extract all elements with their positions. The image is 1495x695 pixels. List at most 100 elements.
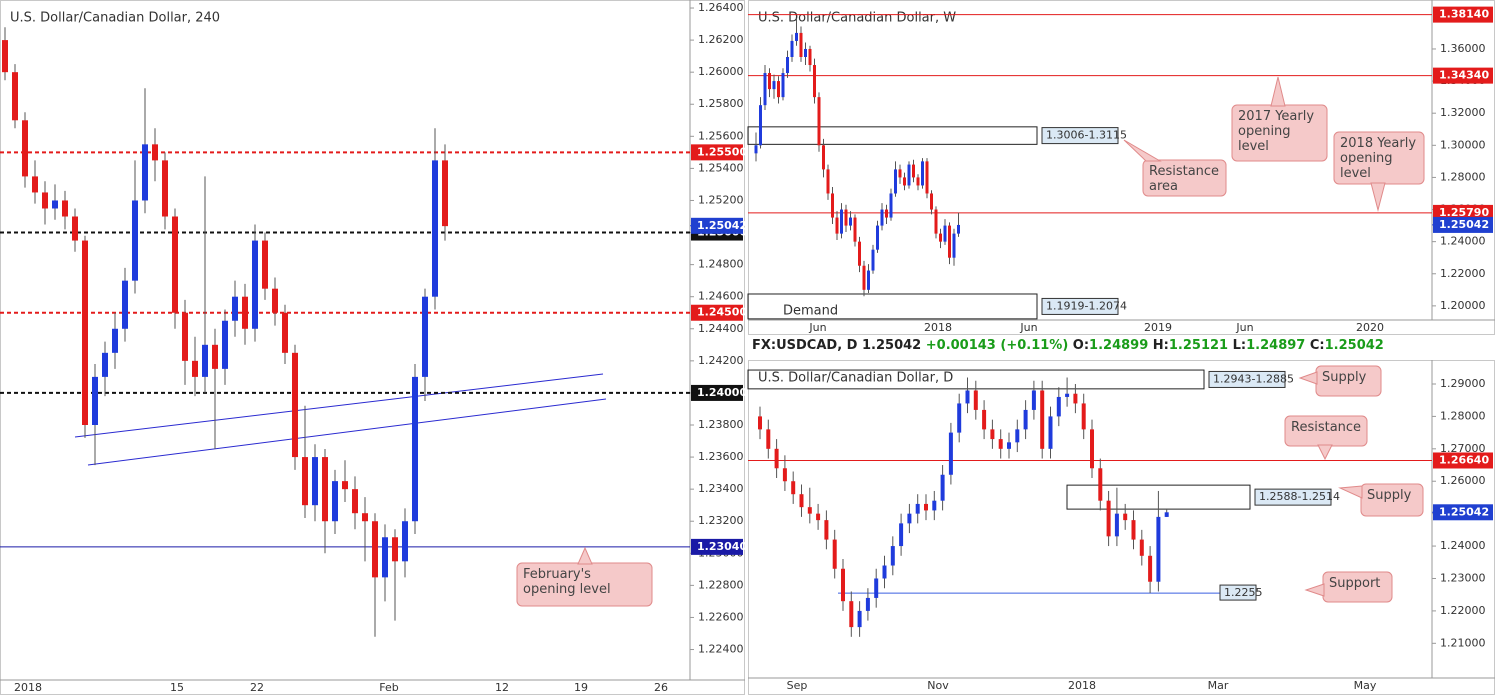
y-tick-label: 1.26000 — [698, 65, 744, 78]
zone-label: 1.3006-1.3115 — [1046, 129, 1127, 142]
level-label-box — [1219, 584, 1257, 601]
zone — [747, 126, 1038, 145]
y-tick-label: 1.24000 — [1440, 235, 1486, 248]
candle-body — [882, 565, 887, 579]
x-tick-label: Mar — [1208, 679, 1229, 692]
candle-body — [940, 474, 945, 501]
y-tick-label: 1.36000 — [1440, 42, 1486, 55]
level-badge — [691, 144, 743, 161]
open: 1.24899 — [1089, 338, 1149, 353]
price: 1.25042 — [862, 338, 922, 353]
candle-body — [912, 164, 915, 178]
callout-pointer — [1338, 485, 1363, 499]
candle-body — [42, 192, 48, 209]
callout-pointer — [577, 546, 593, 565]
candle-body — [934, 209, 938, 234]
candle-body — [412, 376, 418, 522]
candle-body — [1114, 513, 1119, 537]
symbol: FX:USDCAD, D — [752, 338, 858, 353]
candle-body — [362, 513, 368, 522]
candle-body — [822, 145, 825, 170]
y-tick-label: 1.27000 — [1440, 442, 1486, 455]
candle-body — [858, 241, 861, 266]
y-tick-label: 1.26400 — [698, 1, 744, 14]
y-tick-label: 1.22400 — [698, 643, 744, 656]
candle-body — [831, 193, 834, 218]
candle-body — [885, 209, 888, 218]
candle-body — [804, 48, 807, 57]
candle-body — [824, 520, 829, 540]
x-tick-label: Nov — [927, 679, 949, 692]
y-tick-label: 1.26200 — [698, 33, 744, 46]
zone-label: 1.2588-1.2514 — [1259, 490, 1340, 503]
candle-body — [1015, 429, 1020, 443]
candle-body — [1164, 512, 1169, 517]
candle-body — [816, 513, 821, 521]
x-tick-label: Sep — [787, 679, 808, 692]
candle-body — [930, 193, 933, 210]
candle-body — [907, 164, 911, 186]
candle-body — [82, 240, 88, 425]
candle-body — [282, 312, 288, 353]
chart-title: U.S. Dollar/Canadian Dollar, D — [758, 371, 953, 386]
candle-body — [754, 145, 758, 154]
candle-body — [853, 217, 857, 242]
x-tick-label: 22 — [250, 681, 264, 694]
candle-body — [162, 160, 168, 217]
candle-body — [939, 233, 942, 242]
high-label: H: — [1152, 338, 1169, 353]
x-tick-label: 2019 — [1144, 321, 1172, 334]
panel — [748, 360, 1495, 695]
candle-body — [874, 578, 879, 598]
candle-body — [759, 105, 762, 146]
candle-body — [924, 503, 928, 511]
candle-body — [849, 601, 854, 628]
candle-body — [799, 494, 804, 508]
candle-body — [841, 568, 845, 602]
y-tick-label: 1.24200 — [698, 354, 744, 367]
callout-pointer — [1370, 182, 1386, 212]
y-tick-label: 1.23200 — [698, 514, 744, 527]
candle-body — [903, 177, 906, 186]
callout-box — [1142, 159, 1227, 197]
candle-body — [876, 225, 879, 250]
candle-body — [32, 176, 38, 193]
y-tick-label: 1.23800 — [698, 418, 744, 431]
level-badge — [691, 384, 743, 401]
candle-body — [422, 296, 428, 377]
candle-body — [957, 224, 960, 234]
callout-pointer — [1298, 371, 1318, 385]
candle-body — [402, 521, 408, 562]
x-tick-label: 26 — [654, 681, 668, 694]
candle-body — [758, 416, 762, 430]
close-label: C: — [1309, 338, 1325, 353]
level-badge — [691, 538, 743, 555]
candle-body — [925, 161, 929, 194]
candle-body — [92, 376, 98, 425]
candle-body — [990, 429, 995, 440]
candle-body — [786, 56, 789, 74]
candle-body — [865, 597, 870, 611]
x-tick-label: Jun — [1235, 321, 1253, 334]
candle-body — [102, 352, 108, 377]
candle-body — [2, 40, 8, 73]
callout-text: Supply — [1322, 370, 1367, 385]
candle-body — [813, 65, 816, 98]
candle-body — [1131, 520, 1136, 540]
candle-body — [172, 216, 178, 313]
y-tick-label: 1.22000 — [1440, 267, 1486, 280]
last-price-badge — [691, 217, 743, 234]
candle-body — [844, 209, 848, 226]
x-tick-label: Jun — [1019, 321, 1037, 334]
candle-body — [894, 169, 897, 194]
candle-body — [915, 503, 920, 514]
level-label: 1.2255 — [1224, 586, 1263, 599]
x-tick-label: Jun — [808, 321, 826, 334]
candle-body — [790, 40, 794, 57]
x-tick-label: 2020 — [1356, 321, 1384, 334]
level-label: 1.24500 — [697, 306, 747, 319]
zone-name: Demand — [783, 303, 838, 318]
level-label: 1.34340 — [1439, 69, 1489, 82]
candle-body — [302, 457, 308, 506]
callout-text: February's opening level — [523, 567, 611, 597]
